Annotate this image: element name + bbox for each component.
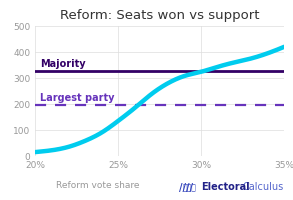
Text: Majority: Majority [40, 59, 86, 69]
Text: Largest party: Largest party [40, 93, 115, 103]
Title: Reform: Seats won vs support: Reform: Seats won vs support [60, 9, 259, 22]
Text: Calculus: Calculus [243, 182, 284, 192]
Text: Reform vote share: Reform vote share [56, 181, 139, 190]
Text: Electoral: Electoral [201, 182, 249, 192]
Text: ////: //// [179, 183, 193, 193]
Text: ⫿⫿⫿: ⫿⫿⫿ [182, 183, 196, 192]
